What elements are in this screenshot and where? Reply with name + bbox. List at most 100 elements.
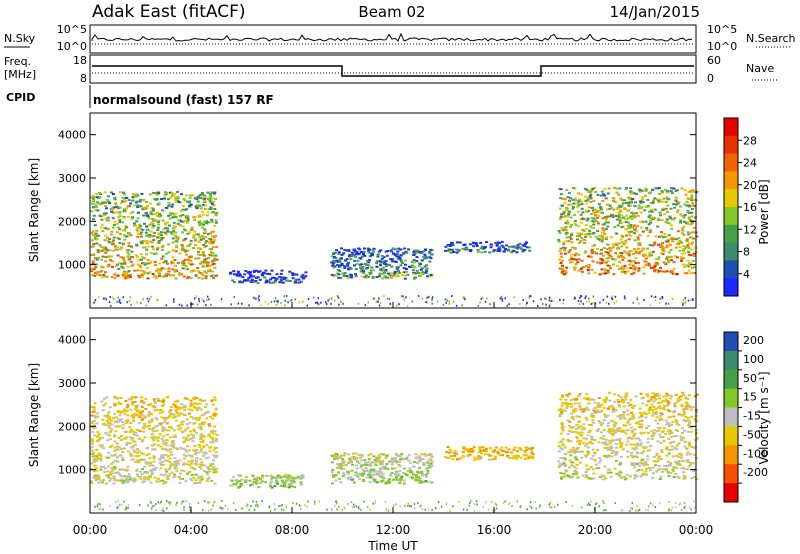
velocity-cell xyxy=(138,437,142,440)
velocity-cell xyxy=(173,404,177,407)
velocity-cell xyxy=(213,412,217,415)
power-cell xyxy=(619,205,623,208)
velocity-cell xyxy=(624,432,628,435)
velocity-cell xyxy=(659,442,663,445)
power-cell xyxy=(110,255,114,258)
velocity-cell xyxy=(390,472,394,474)
power-cell xyxy=(412,273,416,276)
velocity-cell xyxy=(624,424,628,427)
power-cell xyxy=(201,192,204,195)
power-cell xyxy=(420,259,424,262)
power-cell xyxy=(606,260,610,263)
velocity-cell xyxy=(602,475,606,478)
power-cell xyxy=(625,246,629,249)
power-cell xyxy=(570,232,574,235)
power-cell xyxy=(391,247,395,250)
power-cell xyxy=(682,216,686,219)
power-ground-cell xyxy=(286,295,288,298)
velocity-cell xyxy=(658,467,662,470)
velocity-cell xyxy=(113,440,117,443)
power-ground-cell xyxy=(109,296,111,298)
power-cell xyxy=(141,239,145,242)
velocity-cell xyxy=(172,476,176,479)
power-cell xyxy=(603,187,607,190)
velocity-cell xyxy=(595,467,599,470)
velocity-cell xyxy=(113,453,117,456)
power-cell xyxy=(474,242,478,244)
power-cell xyxy=(232,270,236,273)
power-ground-cell xyxy=(142,298,144,301)
power-cell xyxy=(399,264,403,267)
velocity-cell xyxy=(301,476,305,479)
power-cell xyxy=(648,253,652,256)
velocity-cell xyxy=(395,470,399,473)
power-cell xyxy=(589,256,593,258)
power-cell xyxy=(108,241,111,244)
velocity-cell xyxy=(126,465,130,468)
power-ground-cell xyxy=(659,297,661,300)
velocity-cell xyxy=(693,395,697,398)
velocity-cell xyxy=(132,480,136,483)
power-colorbar-tick-label: 16 xyxy=(743,201,757,214)
power-ground-cell xyxy=(444,298,447,301)
velocity-cell xyxy=(135,408,139,411)
power-cell xyxy=(376,255,380,258)
power-ground-cell xyxy=(540,298,542,301)
power-cell xyxy=(210,211,214,214)
power-cell xyxy=(622,243,626,246)
power-cell xyxy=(516,246,520,249)
velocity-cell xyxy=(164,447,167,450)
power-ground-cell xyxy=(461,304,464,307)
power-cell xyxy=(208,199,212,202)
velocity-cell xyxy=(91,411,95,413)
velocity-cell xyxy=(510,451,514,454)
power-cell xyxy=(568,236,572,239)
power-ground-cell xyxy=(608,302,610,305)
velocity-cell xyxy=(369,476,373,479)
power-ground-cell xyxy=(486,297,488,300)
power-cell xyxy=(576,261,580,264)
power-cell xyxy=(121,243,125,246)
power-cell xyxy=(147,235,151,238)
velocity-cell xyxy=(569,440,573,443)
velocity-cell xyxy=(655,460,658,463)
power-cell xyxy=(600,235,604,238)
velocity-cell xyxy=(559,462,563,465)
power-cell xyxy=(689,254,693,257)
power-cell xyxy=(573,247,577,250)
power-cell xyxy=(104,212,108,215)
velocity-cell xyxy=(296,475,300,478)
power-cell xyxy=(344,259,347,262)
velocity-cell xyxy=(640,426,644,429)
power-cell xyxy=(128,232,132,235)
power-cell xyxy=(338,261,342,264)
power-cell xyxy=(136,205,140,208)
power-cell xyxy=(168,213,172,216)
velocity-cell xyxy=(114,449,118,451)
power-cell xyxy=(205,263,209,266)
power-cell xyxy=(167,224,171,227)
power-cell xyxy=(626,252,630,255)
velocity-cell xyxy=(407,454,411,457)
power-cell xyxy=(667,261,671,264)
velocity-cell xyxy=(644,413,648,416)
velocity-cell xyxy=(602,429,606,432)
velocity-cell xyxy=(209,415,212,418)
power-cell xyxy=(597,222,600,225)
power-cell xyxy=(631,226,634,229)
power-cell xyxy=(332,266,336,269)
power-cell xyxy=(198,271,202,274)
velocity-cell xyxy=(594,463,598,466)
velocity-cell xyxy=(656,422,660,425)
power-cell xyxy=(425,264,429,267)
velocity-cell xyxy=(370,468,374,471)
power-cell xyxy=(141,228,145,231)
velocity-cell xyxy=(122,468,126,471)
velocity-cell xyxy=(299,477,303,480)
velocity-cell xyxy=(494,455,497,458)
velocity-cell xyxy=(570,403,574,406)
power-cell xyxy=(99,215,103,218)
velocity-cell xyxy=(579,408,583,411)
power-cell xyxy=(691,202,695,205)
